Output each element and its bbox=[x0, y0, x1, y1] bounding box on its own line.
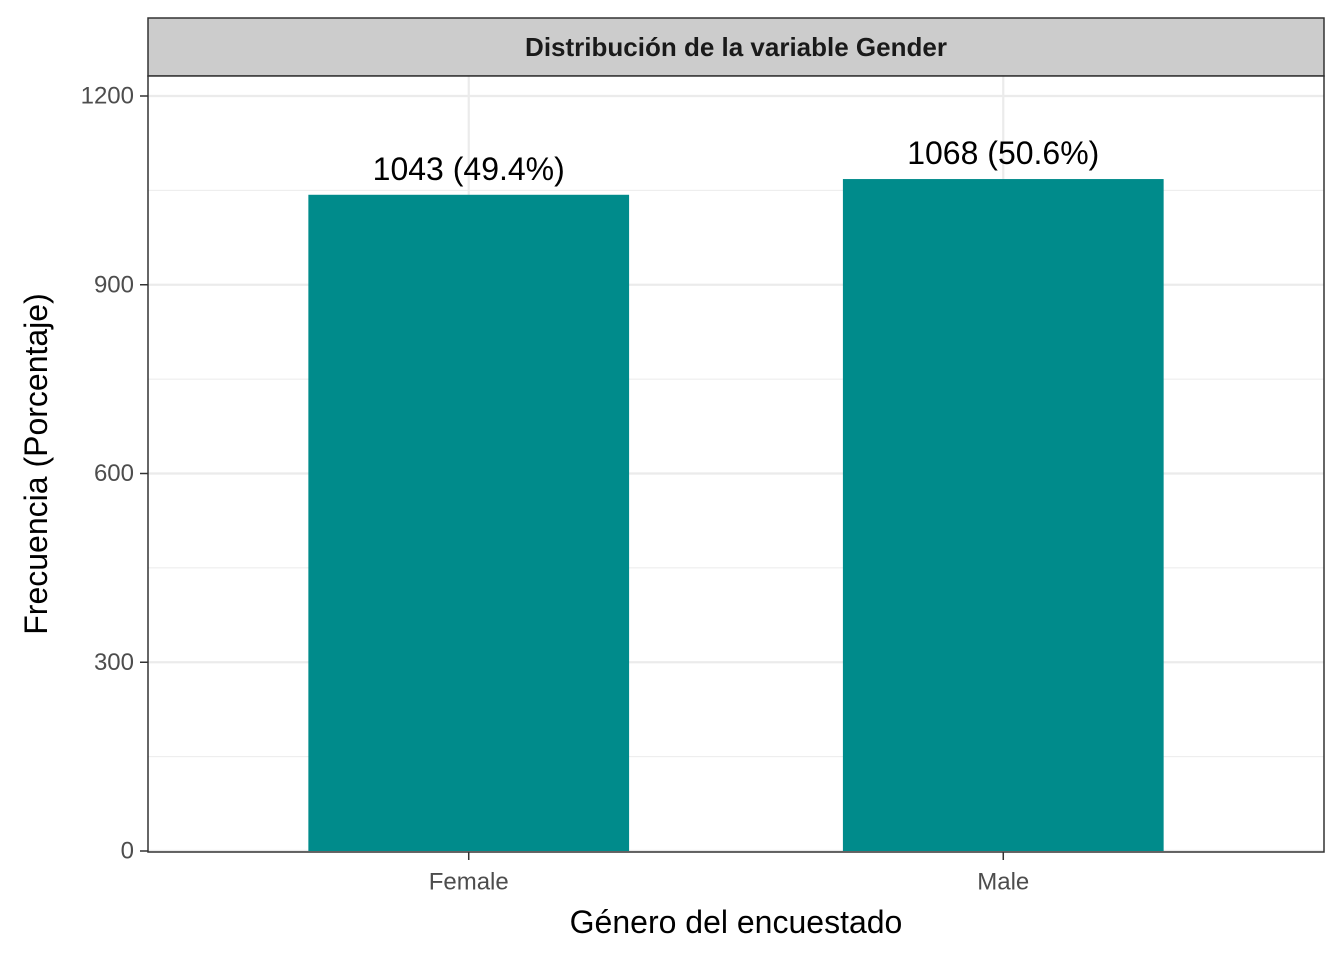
panel-border bbox=[147, 75, 1325, 853]
x-axis: Female Male bbox=[429, 852, 1029, 896]
y-axis-title: Frecuencia (Porcentaje) bbox=[18, 293, 54, 634]
bar-labels: 1043 (49.4%) 1068 (50.6%) bbox=[373, 135, 1100, 187]
facet-strip bbox=[147, 17, 1325, 77]
bar-label-female: 1043 (49.4%) bbox=[373, 151, 565, 187]
x-tick-label-female: Female bbox=[429, 869, 509, 896]
bars bbox=[308, 179, 1164, 852]
y-tick-label: 1200 bbox=[81, 83, 134, 110]
bar-label-male: 1068 (50.6%) bbox=[907, 135, 1099, 171]
y-tick-label: 300 bbox=[94, 649, 134, 676]
y-axis: 0 300 600 900 1200 bbox=[81, 83, 148, 865]
x-tick-label-male: Male bbox=[977, 869, 1029, 896]
x-axis-title: Género del encuestado bbox=[570, 904, 903, 940]
y-tick-label: 900 bbox=[94, 271, 134, 298]
bar-male bbox=[842, 179, 1164, 852]
chart-title: Distribución de la variable Gender bbox=[525, 32, 947, 62]
bar-female bbox=[308, 194, 630, 851]
y-tick-label: 600 bbox=[94, 460, 134, 487]
y-tick-label: 0 bbox=[121, 838, 134, 865]
